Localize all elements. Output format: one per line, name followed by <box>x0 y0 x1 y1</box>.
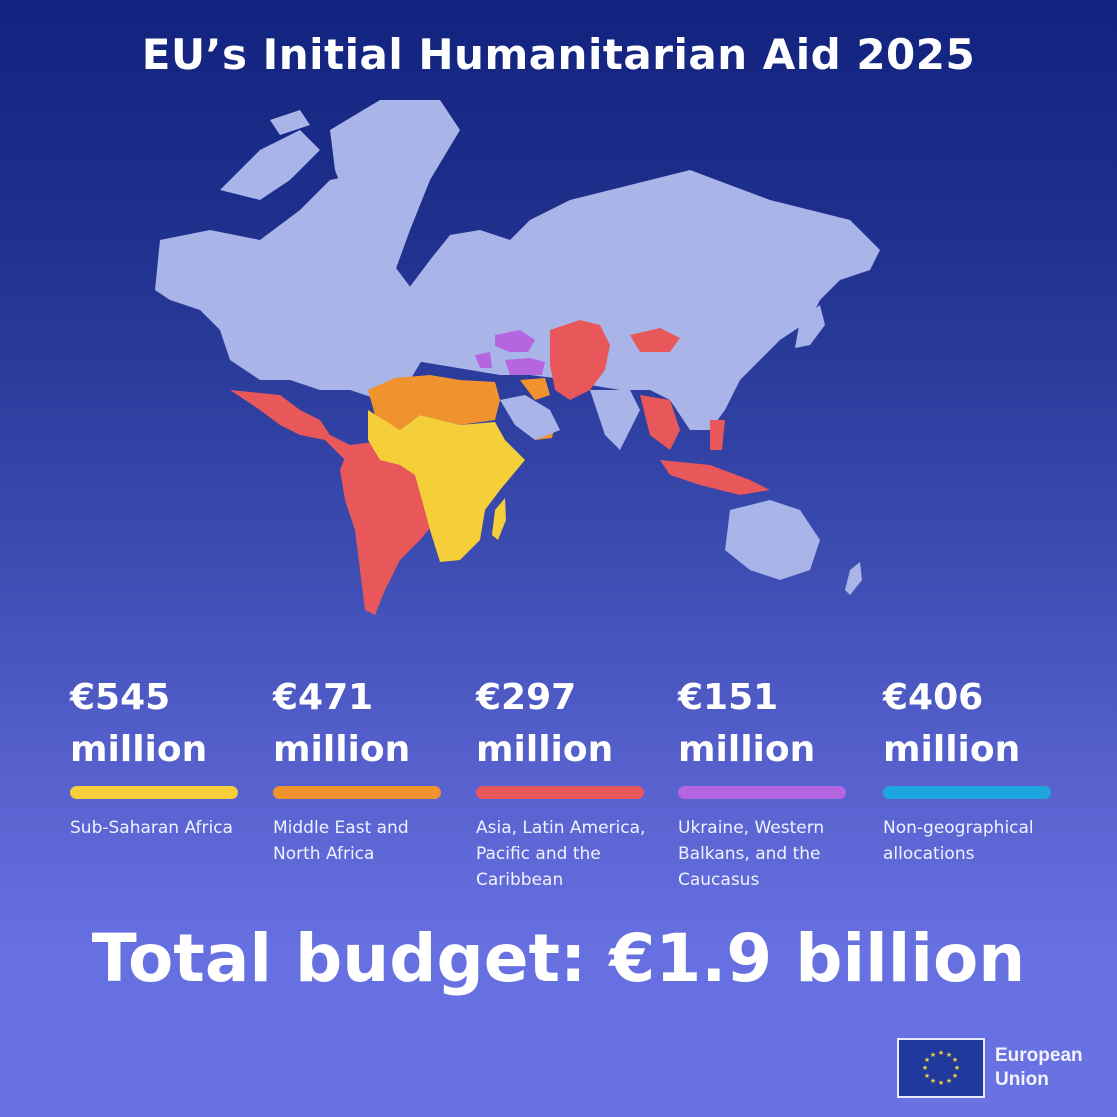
allocation-ukraine-balkans-caucasus: €151 million Ukraine, Western Balkans, a… <box>678 672 858 893</box>
eu-flag-icon: ★ ★ ★ ★ ★ ★ ★ ★ ★ ★ ★ ★ <box>897 1038 985 1098</box>
svg-text:★: ★ <box>922 1064 928 1072</box>
region-new-zealand <box>845 562 862 595</box>
region-india <box>590 390 640 450</box>
svg-text:★: ★ <box>938 1049 944 1057</box>
region-arctic-islands <box>220 110 320 200</box>
total-budget: Total budget: €1.9 billion <box>91 920 1026 997</box>
world-map-svg <box>155 100 880 615</box>
region-central-america <box>230 390 360 460</box>
allocation-asia-latam-pacific: €297 million Asia, Latin America, Pacifi… <box>476 672 656 893</box>
eu-logo-line1: European <box>995 1045 1083 1066</box>
svg-text:★: ★ <box>924 1056 930 1064</box>
region-southeast-asia <box>640 395 770 495</box>
allocation-color-bar <box>883 786 1051 799</box>
allocation-unit: million <box>476 729 614 770</box>
allocation-unit: million <box>70 729 208 770</box>
allocation-amount: €471 <box>273 677 374 718</box>
allocation-color-bar <box>273 786 441 799</box>
region-madagascar <box>492 498 506 540</box>
allocation-color-bar <box>476 786 644 799</box>
allocation-label: Asia, Latin America, Pacific and the Car… <box>476 818 646 890</box>
svg-text:★: ★ <box>924 1072 930 1080</box>
allocation-color-bar <box>678 786 846 799</box>
region-australia <box>725 500 820 580</box>
region-greenland <box>330 100 460 285</box>
eu-logo: ★ ★ ★ ★ ★ ★ ★ ★ ★ ★ ★ ★ European Union <box>897 1038 1083 1098</box>
region-japan <box>795 305 825 348</box>
region-sub-saharan-africa <box>368 410 525 562</box>
svg-text:★: ★ <box>930 1051 936 1059</box>
region-middle-east-north-africa <box>368 375 555 440</box>
page-title: EU’s Initial Humanitarian Aid 2025 <box>141 30 976 79</box>
svg-text:★: ★ <box>930 1077 936 1085</box>
allocation-amount: €297 <box>476 677 577 718</box>
allocation-unit: million <box>678 729 816 770</box>
svg-text:★: ★ <box>954 1064 960 1072</box>
eu-logo-text: European Union <box>995 1044 1083 1092</box>
world-map <box>150 90 980 630</box>
svg-text:★: ★ <box>946 1077 952 1085</box>
allocation-amount: €406 <box>883 677 984 718</box>
svg-text:★: ★ <box>952 1072 958 1080</box>
region-mongolia <box>630 328 680 352</box>
region-iceland <box>360 255 385 272</box>
svg-text:★: ★ <box>946 1051 952 1059</box>
allocation-label: Middle East and North Africa <box>273 818 409 864</box>
svg-text:★: ★ <box>938 1079 944 1087</box>
eu-logo-line2: Union <box>995 1069 1049 1090</box>
allocation-middle-east-north-africa: €471 million Middle East and North Afric… <box>273 672 453 867</box>
allocation-amount: €151 <box>678 677 779 718</box>
allocation-label: Sub-Saharan Africa <box>70 818 233 838</box>
allocation-label: Ukraine, Western Balkans, and the Caucas… <box>678 818 825 890</box>
region-ukraine-balkans-caucasus <box>475 330 545 375</box>
allocation-unit: million <box>273 729 411 770</box>
allocation-unit: million <box>883 729 1021 770</box>
allocation-amount: €545 <box>70 677 171 718</box>
region-arabia <box>500 395 560 440</box>
svg-text:★: ★ <box>952 1056 958 1064</box>
allocation-sub-saharan-africa: €545 million Sub-Saharan Africa <box>70 672 250 841</box>
allocation-label: Non-geographical allocations <box>883 818 1034 864</box>
allocation-non-geographical: €406 million Non-geographical allocation… <box>883 672 1063 867</box>
region-central-asia <box>550 320 610 400</box>
allocation-color-bar <box>70 786 238 799</box>
